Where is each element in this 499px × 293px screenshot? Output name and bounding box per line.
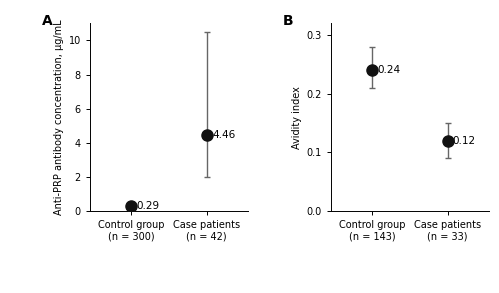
Text: 0.12: 0.12 — [453, 136, 476, 146]
Y-axis label: Avidity index: Avidity index — [292, 86, 302, 149]
Text: 4.46: 4.46 — [212, 130, 235, 140]
Text: 0.29: 0.29 — [137, 201, 160, 211]
Text: A: A — [42, 14, 53, 28]
Text: B: B — [283, 14, 294, 28]
Text: 0.24: 0.24 — [377, 65, 401, 75]
Y-axis label: Anti-PRP antibody concentration, µg/mL: Anti-PRP antibody concentration, µg/mL — [54, 19, 64, 215]
